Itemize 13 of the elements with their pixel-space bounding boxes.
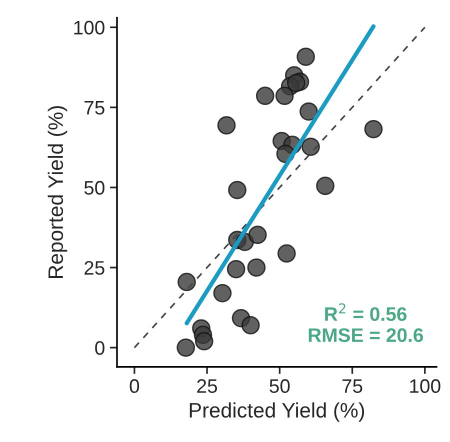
y-tick-label: 25 (84, 261, 104, 275)
x-tick-label: 25 (197, 379, 218, 393)
x-tick-label: 75 (342, 379, 362, 393)
y-tick-label: 100 (74, 20, 104, 35)
x-axis-title: Predicted Yield (%) (190, 402, 364, 422)
x-tick-label: 100 (410, 379, 440, 393)
x-tick-label: 50 (270, 379, 290, 393)
y-tick-label: 0 (95, 341, 104, 355)
y-tick-label: 75 (84, 101, 104, 115)
y-axis-title: Reported Yield (%) (48, 106, 68, 278)
x-tick-label: 0 (130, 379, 140, 393)
annotation: R$^{2}$ = 0.56 RMSE = 20.6 (308, 303, 424, 342)
y-tick-label: 50 (84, 180, 104, 195)
